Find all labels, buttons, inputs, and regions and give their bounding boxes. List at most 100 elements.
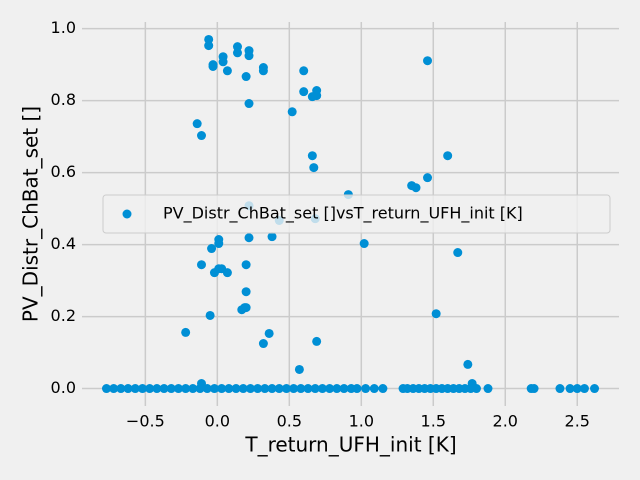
scatter-point [192,119,202,129]
scatter-point [208,61,218,71]
x-tick-label: −0.5 [126,412,165,431]
scatter-point [423,56,433,66]
scatter-point [241,287,251,297]
scatter-point [378,384,388,394]
y-tick-label: 1.0 [51,18,76,37]
scatter-point [310,384,320,394]
y-axis-label: PV_Distr_ChBat_set [] [19,106,43,322]
scatter-point [463,359,473,369]
y-tick-label: 0.2 [51,306,76,325]
scatter-point [299,87,309,97]
scatter-point [222,66,232,76]
scatter-point [299,66,309,76]
legend-marker [122,209,132,219]
scatter-point [267,384,277,394]
scatter-point [123,384,133,394]
scatter-point [287,107,297,117]
scatter-point [423,173,433,183]
x-axis-label: T_return_UFH_init [K] [244,433,456,457]
scatter-point [214,239,224,249]
scatter-point [361,384,371,394]
scatter-point [207,244,217,254]
scatter-point [204,41,214,51]
scatter-point [159,384,169,394]
scatter-point [237,305,247,315]
scatter-point [238,384,248,394]
x-tick-label: 0.5 [277,412,302,431]
scatter-point [166,384,176,394]
scatter-point [209,384,219,394]
scatter-point [205,310,215,320]
x-tick-label: 2.0 [493,412,518,431]
scatter-point [244,99,254,109]
scatter-point [307,92,317,102]
scatter-point [289,384,299,394]
scatter-point [101,384,111,394]
scatter-point [217,264,227,274]
scatter-point [579,384,589,394]
scatter-point [188,384,198,394]
scatter-point [244,233,254,243]
scatter-point [253,384,263,394]
scatter-point [202,384,212,394]
scatter-point [137,384,147,394]
scatter-point [590,384,600,394]
scatter-point [565,384,575,394]
scatter-point [359,239,369,249]
scatter-point [572,384,582,394]
scatter-point [195,384,205,394]
scatter-point [555,384,565,394]
scatter-point [258,339,268,349]
scatter-point [232,48,242,58]
scatter-point [296,384,306,394]
scatter-point [217,384,227,394]
scatter-point [332,384,342,394]
scatter-point [529,384,539,394]
legend-text: PV_Distr_ChBat_set []vsT_return_UFH_init… [163,204,523,224]
scatter-point [181,384,191,394]
scatter-point [145,384,155,394]
scatter-point [116,384,126,394]
scatter-point [431,309,441,319]
scatter-point [453,248,463,258]
scatter-point [411,183,421,193]
scatter-point [303,384,313,394]
scatter-point [241,72,251,82]
scatter-point [260,384,270,394]
scatter-point [173,384,183,394]
legend: PV_Distr_ChBat_set []vsT_return_UFH_init… [102,194,611,234]
scatter-point [130,384,140,394]
y-tick-label: 0.4 [51,234,76,253]
x-tick-label: 1.5 [421,412,446,431]
scatter-point [369,384,379,394]
scatter-point [224,384,234,394]
scatter-point [245,384,255,394]
scatter-point [317,384,327,394]
scatter-point [152,384,162,394]
scatter-point [312,336,322,346]
scatter-point [325,384,335,394]
scatter-point [471,384,481,394]
scatter-point [483,384,493,394]
scatter-point [181,327,191,337]
scatter-point [241,260,251,270]
scatter-point [281,384,291,394]
y-tick-label: 0.0 [51,378,76,397]
scatter-point [307,151,317,161]
scatter-point [264,328,274,338]
scatter-point [196,260,206,270]
scatter-point [218,57,228,67]
scatter-point [231,384,241,394]
scatter-point [294,364,304,374]
legend-box [102,194,611,234]
y-tick-label: 0.6 [51,162,76,181]
scatter-point [443,151,453,161]
scatter-point [309,163,319,173]
scatter-point [274,384,284,394]
scatter-point [339,384,349,394]
scatter-point [196,131,206,141]
scatter-point [258,66,268,76]
scatter-point [244,51,254,61]
